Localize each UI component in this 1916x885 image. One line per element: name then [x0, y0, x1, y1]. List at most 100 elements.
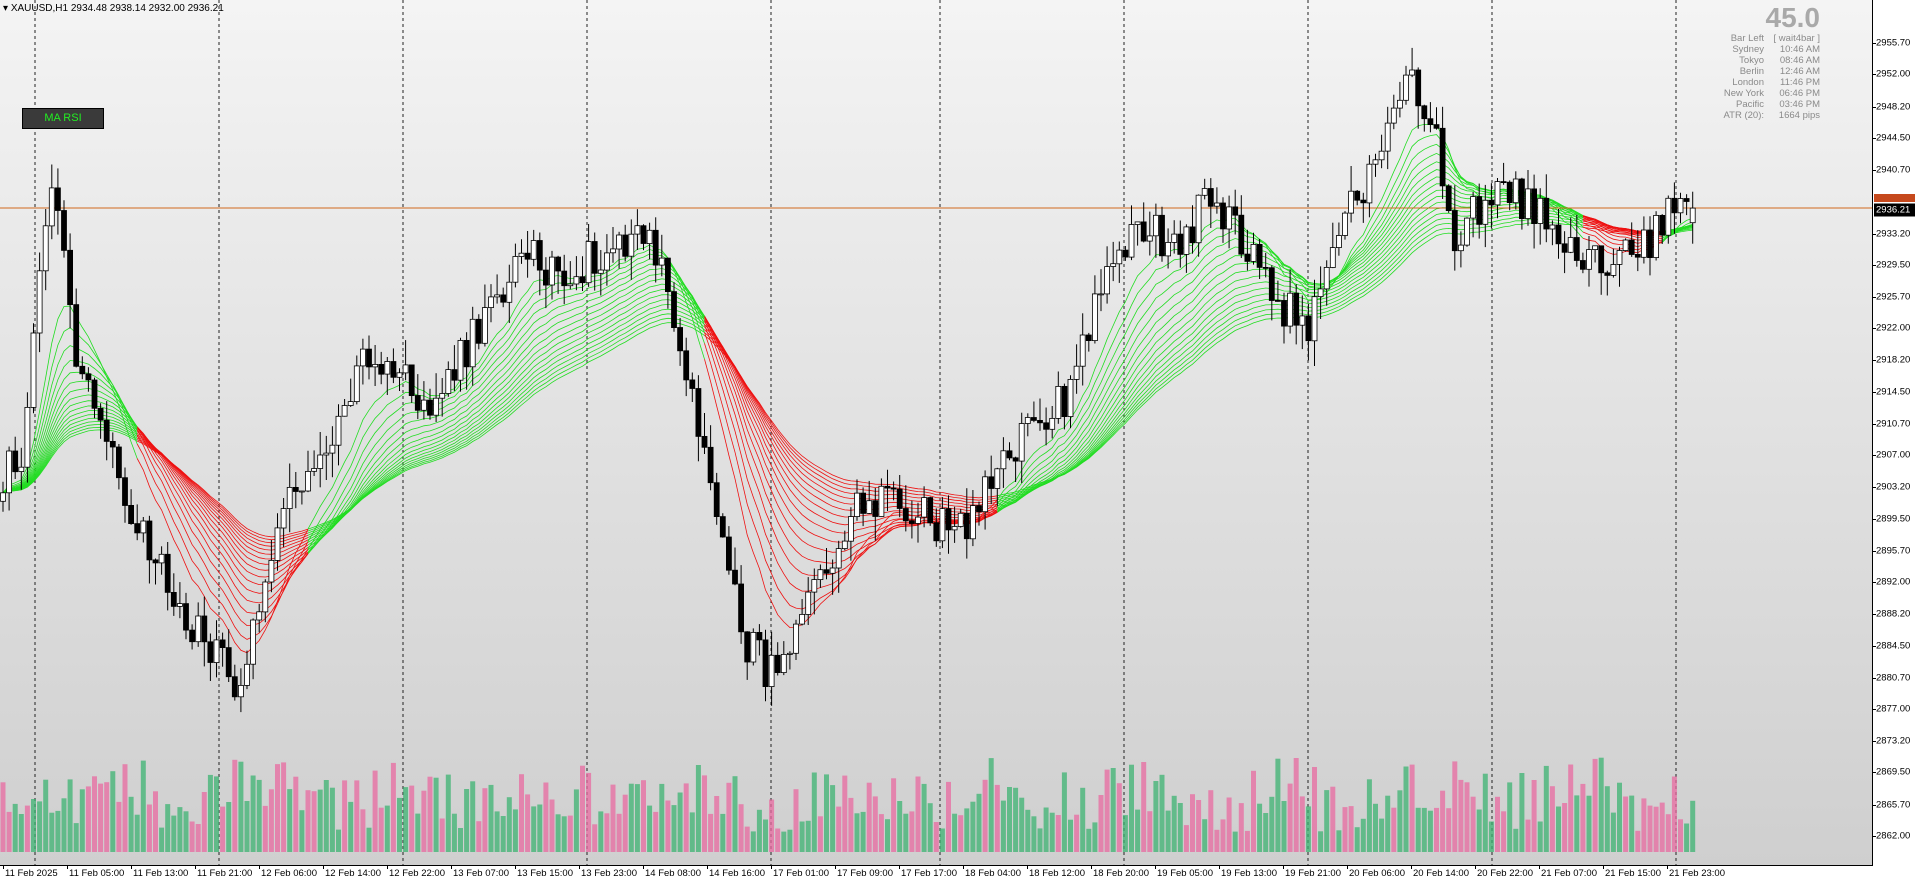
price-tick: [1873, 391, 1876, 393]
volume-bar: [1635, 830, 1641, 852]
candle-body: [652, 229, 659, 266]
volume-bar: [708, 813, 714, 852]
candlesticks[interactable]: [0, 47, 1696, 713]
volume-bar: [12, 803, 18, 852]
price-label: 2948.20: [1876, 101, 1911, 113]
volume-bar: [1665, 814, 1671, 852]
candle-body: [518, 252, 525, 257]
volume-bar: [659, 783, 665, 852]
candle-body: [48, 187, 55, 227]
volume-bar: [1464, 782, 1470, 852]
candle-body: [1067, 378, 1074, 417]
volume-bar: [531, 806, 537, 852]
volume-bar: [1135, 809, 1141, 852]
time-label: 17 Feb 09:00: [837, 868, 893, 879]
volume-bar: [451, 813, 457, 852]
volume-bar: [1153, 781, 1159, 852]
volume-bar: [1049, 812, 1055, 852]
volume-bar: [1659, 802, 1665, 852]
time-tick: [1027, 866, 1028, 869]
time-label: 18 Feb 12:00: [1029, 868, 1085, 879]
candle-body: [219, 639, 226, 649]
ma-rsi-button[interactable]: MA RSI: [22, 108, 104, 129]
candle-body: [183, 603, 189, 631]
candle-body: [1482, 199, 1489, 225]
volume-bar: [500, 816, 506, 852]
candle-body: [1329, 247, 1336, 268]
volume-bar: [470, 781, 476, 852]
session-value: 03:46 PM: [1779, 99, 1820, 110]
price-label: 2862.00: [1876, 830, 1911, 842]
candle-body: [1689, 207, 1696, 224]
time-tick: [195, 866, 196, 869]
volume-bar: [610, 784, 616, 852]
volume-bar: [580, 765, 585, 852]
candle-body: [1433, 124, 1440, 129]
candle-body: [787, 652, 793, 655]
candle-body: [1146, 235, 1153, 242]
volume-bar: [238, 761, 244, 852]
candle-body: [732, 569, 738, 585]
volume-bar: [793, 789, 799, 852]
volume-bar: [342, 780, 348, 852]
session-row: Bar Left [ wait4bar ]: [1724, 33, 1820, 44]
time-label: 12 Feb 22:00: [389, 868, 445, 879]
price-axis[interactable]: 2955.70 2952.00 2948.20 2944.50 2940.70 2933.…: [1873, 0, 1916, 865]
volume-bar: [592, 824, 598, 852]
candle-body: [6, 450, 12, 494]
candle-body: [469, 318, 476, 368]
volume-bar: [287, 789, 293, 852]
plot-area[interactable]: ▾ XAUUSD,H1 2934.48 2938.14 2932.00 2936…: [0, 0, 1873, 866]
volume-bar: [439, 818, 445, 852]
candle-body: [1092, 293, 1098, 341]
candle-body: [994, 468, 1001, 489]
volume-bar: [390, 762, 396, 852]
volume-bar: [860, 811, 866, 852]
dropdown-triangle-icon[interactable]: ▾: [3, 3, 11, 14]
time-tick: [1475, 866, 1476, 869]
candle-body: [1122, 249, 1129, 258]
ma-ribbon-line: [704, 332, 998, 501]
candle-body: [1488, 199, 1495, 206]
candle-body: [1427, 118, 1434, 125]
candle-body: [1317, 288, 1324, 297]
volume-bar: [939, 828, 945, 852]
volume-bar: [1080, 787, 1086, 852]
price-tick: [1873, 487, 1876, 489]
ma-ribbon-line: [307, 248, 705, 542]
volume-bar: [482, 788, 488, 852]
volume-bar: [1415, 807, 1421, 852]
price-label: 2952.00: [1876, 68, 1911, 80]
ma-ribbon-line: [2, 394, 138, 494]
volume-bar: [1482, 773, 1488, 852]
volume-bar: [92, 776, 97, 852]
session-label: New York: [1723, 88, 1764, 99]
candle-body: [30, 332, 37, 408]
price-tick: [1873, 264, 1876, 266]
volume-bar: [397, 797, 402, 852]
price-tick: [1873, 106, 1876, 108]
time-axis[interactable]: 11 Feb 2025 11 Feb 05:00 11 Feb 13:00 11 Fe…: [0, 866, 1873, 885]
volume-bar: [1263, 813, 1269, 852]
session-value: [ wait4bar ]: [1773, 33, 1820, 44]
candle-body: [1378, 150, 1385, 161]
candle-body: [1561, 243, 1568, 253]
price-label: 2929.50: [1876, 259, 1911, 271]
volume-bar: [1257, 803, 1263, 852]
ma-ribbon-line: [307, 268, 705, 554]
price-tick: [1873, 518, 1876, 520]
candle-body: [1683, 198, 1690, 202]
volume-bar: [1434, 807, 1439, 852]
volume-bar: [1110, 768, 1116, 852]
ma-ribbon-line: [704, 324, 998, 509]
volume-bar: [1360, 818, 1366, 852]
volume-bar: [714, 796, 720, 852]
price-chart-svg[interactable]: [0, 0, 1872, 865]
volume-bar: [1147, 811, 1153, 852]
current-price-tag: 2936.21: [1874, 203, 1915, 217]
volume-bar: [1525, 819, 1531, 852]
time-tick: [1155, 866, 1156, 869]
ma-ribbon-line: [704, 329, 998, 504]
volume-bar: [1116, 783, 1122, 852]
